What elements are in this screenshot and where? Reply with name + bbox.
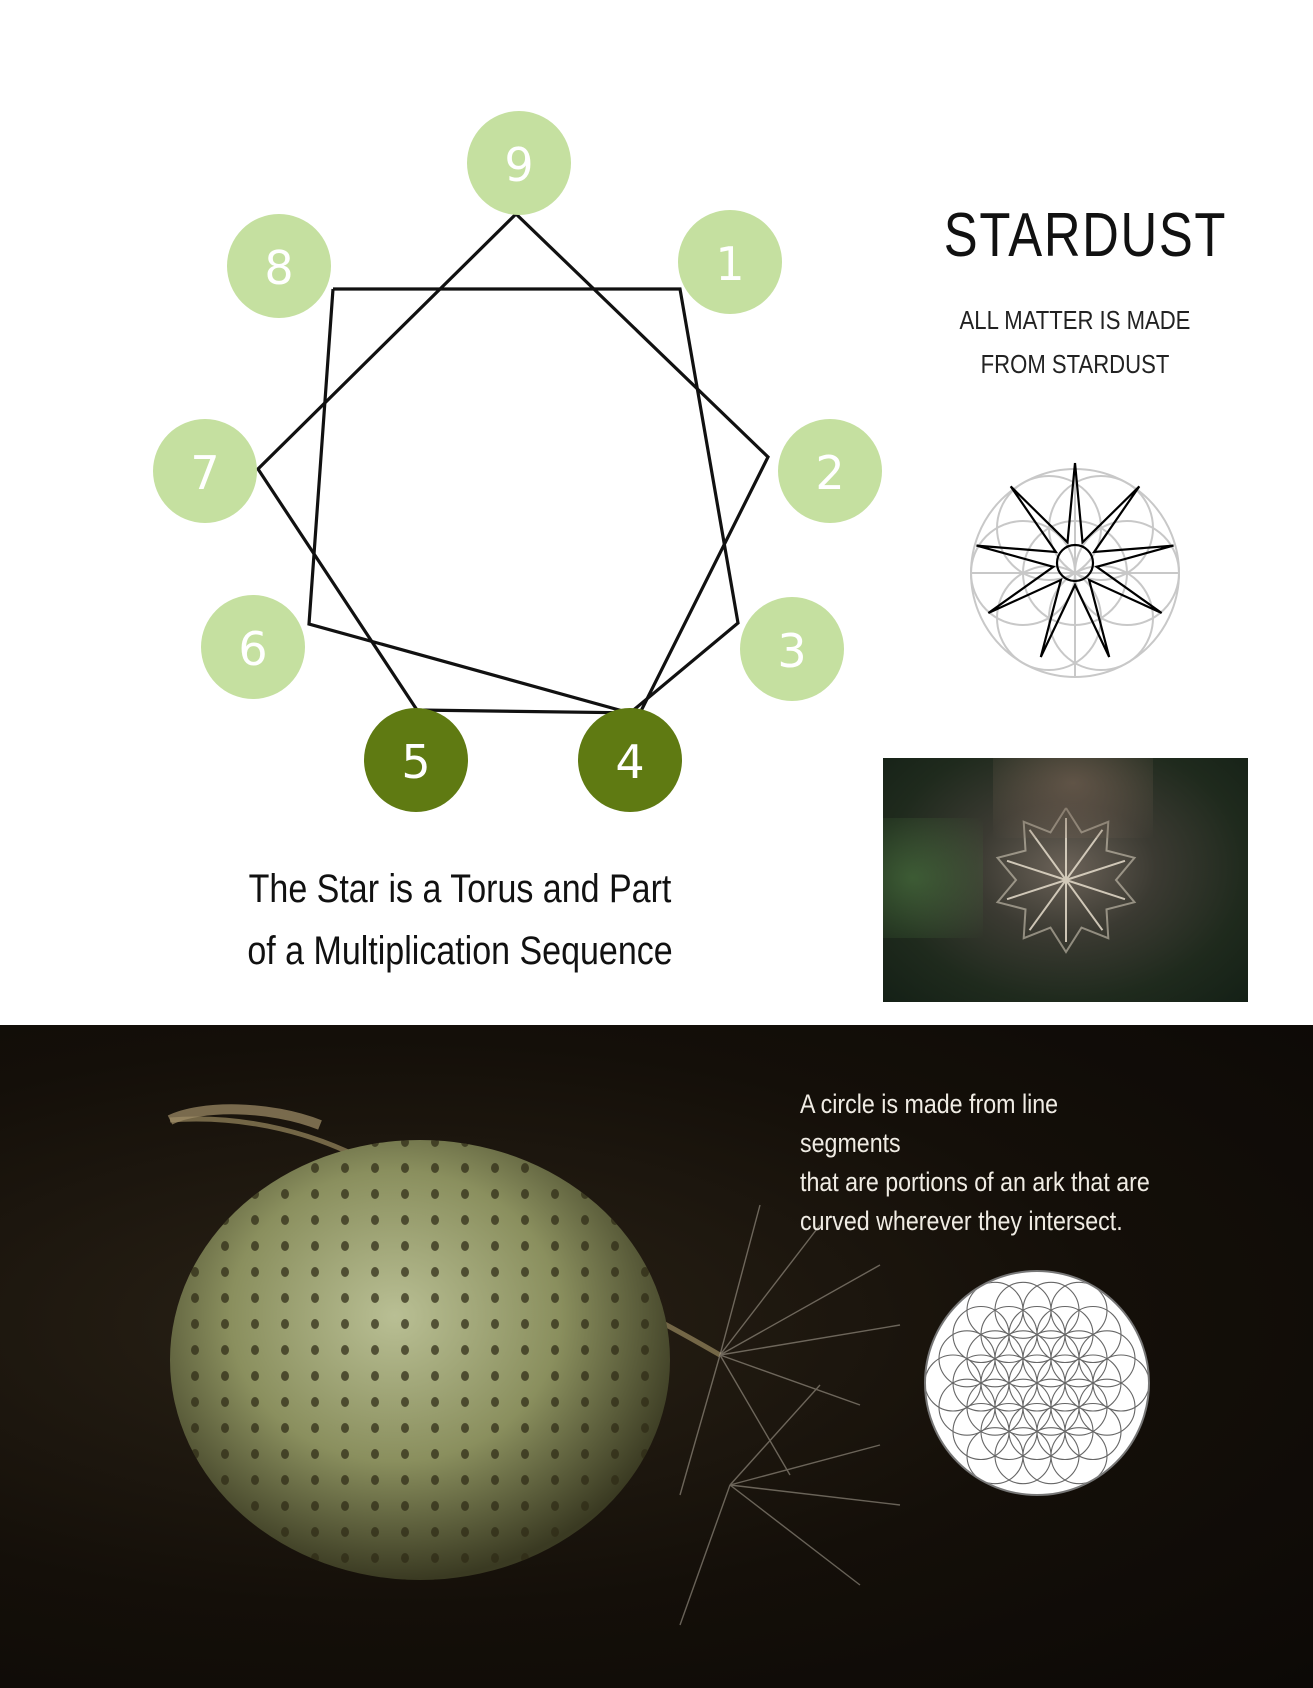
circle-label-5: 5: [401, 735, 430, 789]
number-circle-2: 2: [778, 419, 882, 523]
photo-seed-ray: [1028, 879, 1067, 931]
photo-seed-ray: [1065, 829, 1104, 881]
mini-star-path: [976, 462, 1174, 658]
circle-label-3: 3: [777, 624, 806, 678]
circle-1: [678, 210, 782, 314]
page-subtitle: ALL MATTER IS MADE FROM STARDUST: [959, 305, 1191, 379]
circle-3: [740, 597, 844, 701]
diagram-caption: The Star is a Torus and Part of a Multip…: [247, 867, 673, 973]
dandelion-seed-star-image: [995, 807, 1137, 954]
photo-seed-ray: [1006, 879, 1067, 901]
circle-label-9: 9: [504, 138, 533, 192]
star-lines: [255, 211, 770, 715]
mini-petal-circle: [996, 474, 1102, 581]
mini-petal-circle: [1048, 474, 1154, 581]
circle-6: [201, 595, 305, 699]
circle-8: [227, 214, 331, 318]
number-circles: 9 1 2 3 4 5 6 7 8: [153, 111, 882, 812]
circle-label-1: 1: [715, 237, 744, 291]
photo-seed-ray: [1065, 879, 1126, 901]
flower-petal-circle: [1022, 1427, 1080, 1485]
seed-head-image: [167, 1104, 901, 1626]
number-circle-7: 7: [153, 419, 257, 523]
photo-seed-ray: [1028, 829, 1067, 881]
circle-9: [467, 111, 571, 215]
circle-label-4: 4: [615, 735, 644, 789]
flower-of-life-icon: [924, 1270, 1150, 1496]
enneagram-diagram: 9 1 2 3 4 5 6 7 8: [153, 111, 882, 812]
number-circle-3: 3: [740, 597, 844, 701]
star-line-path: [255, 211, 770, 715]
polygon-line-path: [307, 287, 740, 715]
circle-2: [778, 419, 882, 523]
number-circle-5: 5: [364, 708, 468, 812]
number-circle-1: 1: [678, 210, 782, 314]
circle-label-6: 6: [238, 622, 267, 676]
photo-seed-ray: [1065, 879, 1104, 931]
photo-seed-ray: [1006, 859, 1067, 881]
mini-center-circle: [1055, 543, 1095, 583]
dandelion-photo: [883, 758, 1248, 1002]
number-circle-6: 6: [201, 595, 305, 699]
photo-seed-outline: [995, 807, 1137, 954]
circle-label-7: 7: [190, 446, 219, 500]
nine-point-star-in-flower-of-life-icon: [970, 462, 1180, 678]
circle-5: [364, 708, 468, 812]
circle-4: [578, 708, 682, 812]
photo-seed-ray: [1065, 859, 1126, 881]
flower-petal-circle: [1050, 1427, 1108, 1485]
circle-label-8: 8: [264, 241, 293, 295]
page-title: STARDUST: [943, 201, 1228, 270]
number-circle-9: 9: [467, 111, 571, 215]
circle-description: A circle is made from line segments that…: [800, 1089, 1150, 1236]
circle-7: [153, 419, 257, 523]
circle-label-2: 2: [815, 446, 844, 500]
number-circle-8: 8: [227, 214, 331, 318]
number-circle-4: 4: [578, 708, 682, 812]
